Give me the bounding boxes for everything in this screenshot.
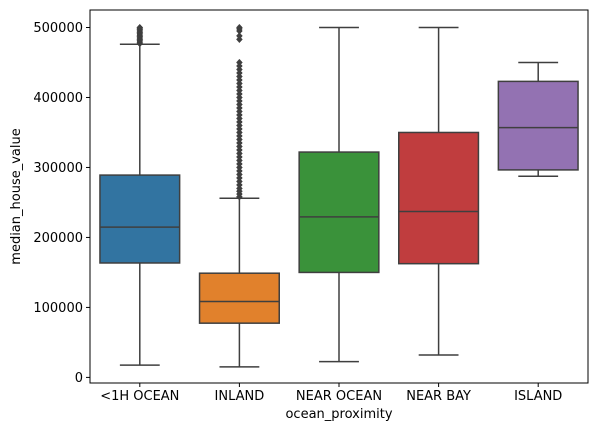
iqr-box <box>200 273 280 323</box>
x-tick-label: NEAR BAY <box>406 389 471 404</box>
x-tick-label: NEAR OCEAN <box>296 389 382 404</box>
box-group <box>100 24 180 365</box>
plot-area <box>100 24 578 367</box>
iqr-box <box>399 132 479 263</box>
y-tick-label: 300000 <box>33 161 83 176</box>
box-group <box>498 62 578 176</box>
box-group <box>200 24 280 367</box>
y-axis-label: median_house_value <box>9 128 24 264</box>
y-tick-label: 500000 <box>33 21 83 36</box>
box-group <box>299 27 379 361</box>
x-axis-label: ocean_proximity <box>285 407 392 422</box>
iqr-box <box>498 81 578 170</box>
y-tick-label: 200000 <box>33 231 83 246</box>
iqr-box <box>299 152 379 272</box>
box-group <box>399 27 479 355</box>
y-tick-label: 100000 <box>33 301 83 316</box>
x-tick-label: ISLAND <box>514 389 562 404</box>
x-tick-label: INLAND <box>215 389 265 404</box>
y-tick-label: 400000 <box>33 91 83 106</box>
y-tick-label: 0 <box>75 371 83 386</box>
iqr-box <box>100 175 180 263</box>
x-tick-label: <1H OCEAN <box>100 389 179 404</box>
